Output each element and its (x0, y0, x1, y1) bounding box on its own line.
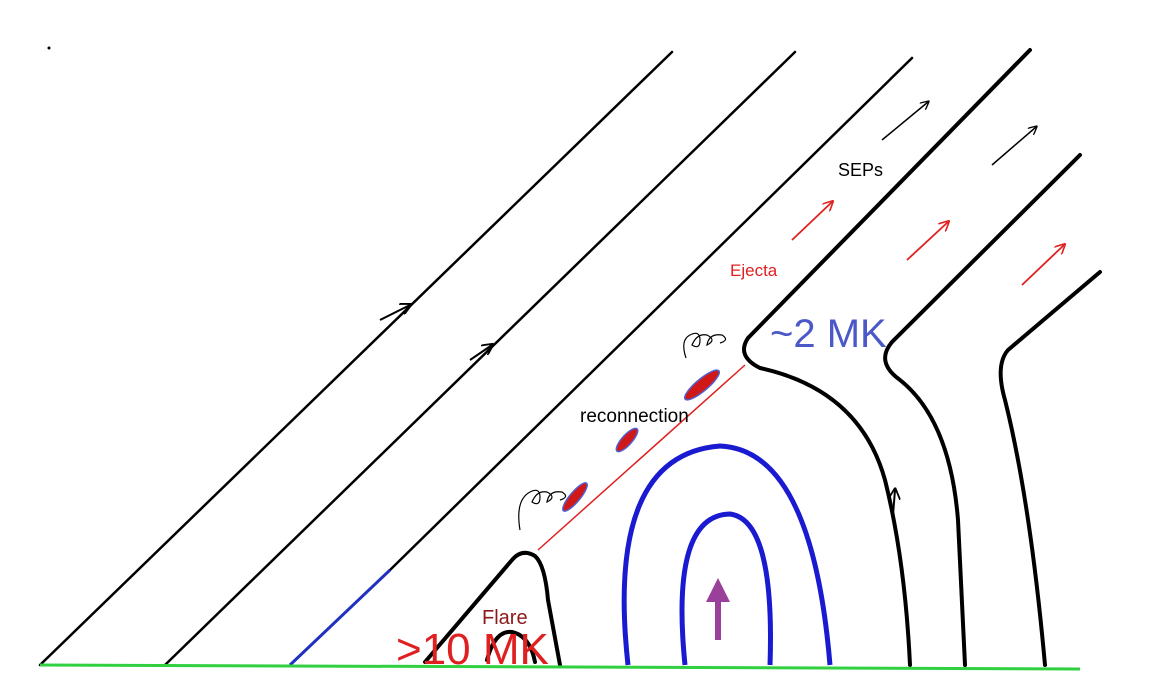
blue-loops (624, 446, 830, 665)
field-line (40, 52, 672, 665)
loop-outer (624, 446, 830, 665)
field-line-outer (1001, 272, 1100, 665)
spiral (519, 490, 566, 530)
plasmoid (613, 426, 641, 455)
label-cool-temp: ~2 MK (770, 312, 887, 356)
field-line-outer (885, 155, 1080, 665)
label-seps: SEPs (838, 160, 883, 180)
sep-arrow (992, 127, 1036, 165)
label-hot-temp: >10 MK (396, 625, 549, 673)
arrow (380, 305, 410, 320)
ejecta-arrow (792, 202, 832, 240)
arrow (893, 490, 895, 515)
field-line (165, 52, 795, 665)
label-ejecta: Ejecta (730, 261, 778, 280)
ejecta-arrow (1022, 245, 1064, 285)
spiral (684, 333, 726, 358)
ejecta-arrow (907, 222, 948, 260)
field-lines (40, 50, 1100, 665)
plasmoid (681, 366, 722, 403)
loop-inner (682, 514, 771, 665)
field-line-blue (290, 570, 390, 665)
dot (48, 47, 51, 50)
diagram: SEPs Ejecta ~2 MK reconnection Flare >10… (0, 0, 1154, 673)
surface (40, 665, 1080, 669)
label-reconnection: reconnection (580, 406, 689, 427)
plasmoid (560, 480, 591, 514)
sep-arrow (882, 102, 928, 140)
